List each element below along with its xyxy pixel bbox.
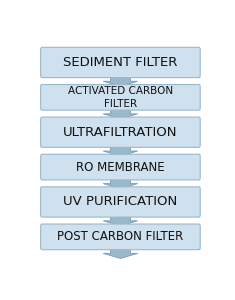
Polygon shape (103, 215, 138, 226)
Polygon shape (103, 248, 138, 259)
Text: ACTIVATED CARBON
FILTER: ACTIVATED CARBON FILTER (68, 86, 173, 109)
FancyBboxPatch shape (41, 47, 200, 78)
Polygon shape (103, 76, 138, 86)
Polygon shape (103, 108, 138, 119)
Text: RO MEMBRANE: RO MEMBRANE (76, 160, 165, 174)
FancyBboxPatch shape (41, 85, 200, 110)
Text: UV PURIFICATION: UV PURIFICATION (63, 196, 178, 208)
FancyBboxPatch shape (41, 117, 200, 147)
FancyBboxPatch shape (41, 224, 200, 250)
Text: POST CARBON FILTER: POST CARBON FILTER (57, 230, 184, 243)
Text: SEDIMENT FILTER: SEDIMENT FILTER (63, 56, 178, 69)
Polygon shape (103, 146, 138, 156)
FancyBboxPatch shape (41, 154, 200, 180)
Text: ULTRAFILTRATION: ULTRAFILTRATION (63, 126, 178, 139)
Polygon shape (103, 178, 138, 189)
FancyBboxPatch shape (41, 187, 200, 217)
